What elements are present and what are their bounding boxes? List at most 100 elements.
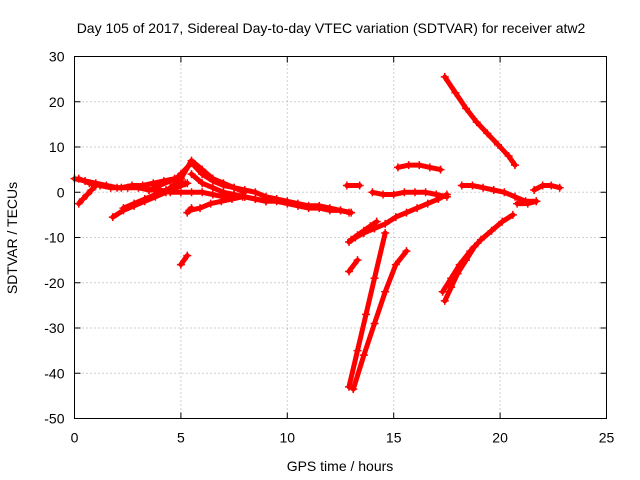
data-point [342,181,351,190]
series-16 [349,247,411,394]
data-point [283,197,292,206]
data-point [151,190,160,199]
x-axis-label: GPS time / hours [287,458,394,474]
data-point [196,204,205,213]
series-21 [513,197,541,208]
data-point [366,222,375,231]
data-point [391,213,400,222]
data-point [462,104,471,113]
data-point [457,181,466,190]
data-point [381,228,390,237]
data-point [468,181,477,190]
y-tick-label: -20 [44,275,64,291]
series-trace [146,173,182,193]
data-point [219,181,228,190]
data-point [381,219,390,228]
y-tick-label: 30 [49,49,65,65]
data-point [176,260,185,269]
data-point [240,185,249,194]
series-trace [178,253,190,268]
data-point [183,208,192,217]
data-point [130,199,139,208]
data-point [262,197,271,206]
y-tick-label: -10 [44,230,64,246]
data-point [436,165,445,174]
data-point [238,192,247,201]
data-point [79,195,88,204]
data-point [217,197,226,206]
series-trace [346,257,360,274]
series-2 [74,181,100,208]
data-point [476,235,485,244]
data-point [381,287,390,296]
data-point [336,206,345,215]
data-point [176,170,185,179]
data-point [555,183,564,192]
data-point [353,231,362,240]
data-point [479,183,488,192]
data-point [315,201,324,210]
data-point [532,197,541,206]
data-point [440,72,449,81]
data-point [355,181,364,190]
y-tick-label: 0 [57,184,65,200]
y-tick-label: -50 [44,411,64,427]
data-point [455,260,464,269]
data-point [372,217,381,226]
y-tick-label: -30 [44,320,64,336]
data-point [144,185,153,194]
data-point [117,183,126,192]
data-point [402,247,411,256]
data-point [493,140,502,149]
data-point [325,204,334,213]
data-point [393,163,402,172]
data-point [413,204,422,213]
data-point [489,185,498,194]
data-point [74,199,83,208]
series-11 [176,251,192,269]
data-point [504,152,513,161]
data-point [447,283,456,292]
data-point [466,247,475,256]
data-point [198,170,207,179]
data-point [415,161,424,170]
data-point [498,217,507,226]
series-18 [368,188,451,201]
data-point [187,204,196,213]
data-point [400,188,409,197]
data-point [538,181,547,190]
data-point [442,192,451,201]
data-point [500,188,509,197]
data-point [425,163,434,172]
data-point [108,213,117,222]
series-14 [345,256,362,276]
data-point [440,296,449,305]
data-point [187,170,196,179]
data-point [208,176,217,185]
data-point [345,267,354,276]
data-point [127,181,136,190]
series-25 [438,210,517,296]
data-point [87,185,96,194]
data-point [347,235,356,244]
data-point [251,195,260,204]
y-tick-label: 10 [49,139,65,155]
series-19 [393,161,445,174]
grid-lines [74,56,607,419]
data-point [187,188,196,197]
data-point [304,201,313,210]
chart-title: Day 105 of 2017, Sidereal Day-to-day VTE… [77,20,586,36]
data-point [451,88,460,97]
series-13 [347,217,381,244]
data-point [198,179,207,188]
data-point [402,208,411,217]
series-trace [531,183,563,193]
data-point [370,319,379,328]
data-point [472,118,481,127]
x-tick-label: 15 [386,430,402,446]
series-10 [183,204,196,217]
data-point [359,351,368,360]
data-point [523,199,532,208]
x-tick-label: 0 [71,430,79,446]
